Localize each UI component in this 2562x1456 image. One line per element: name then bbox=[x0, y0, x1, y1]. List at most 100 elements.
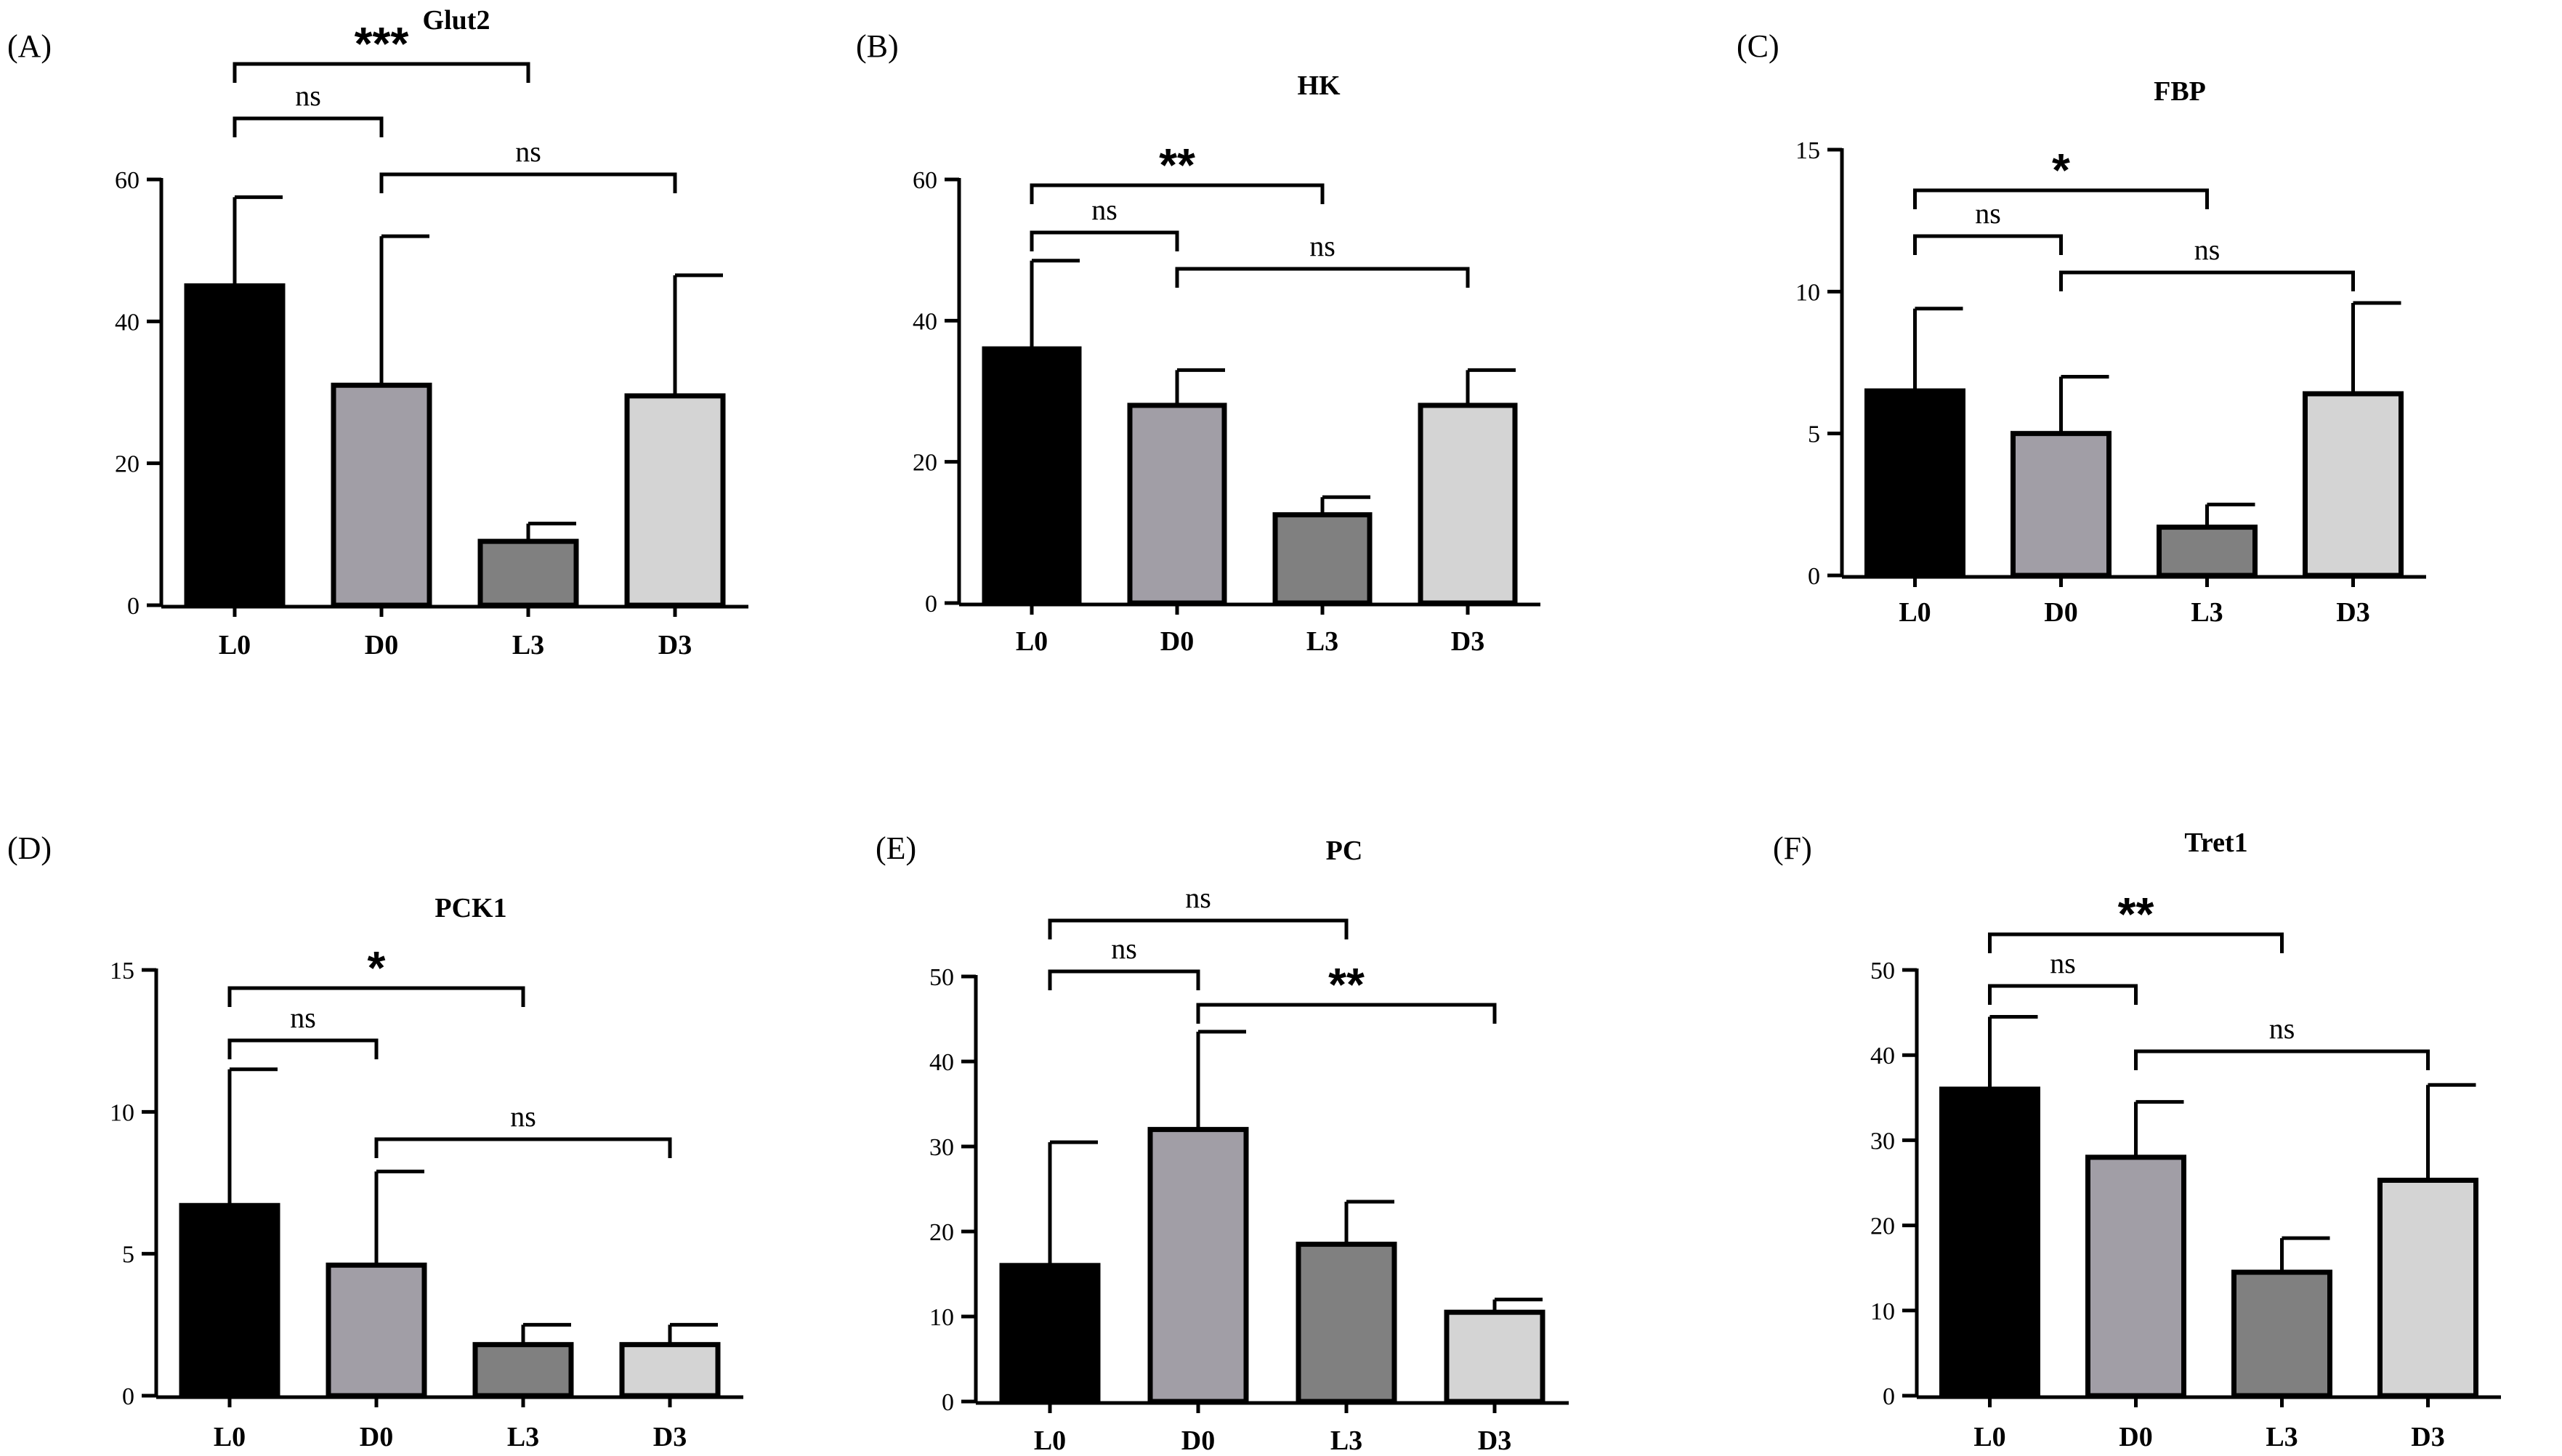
bar-d0 bbox=[2085, 1154, 2186, 1399]
bar-l3 bbox=[2231, 1269, 2332, 1399]
y-tick-label: 40 bbox=[929, 1049, 954, 1076]
chart-panel-glut2: (A) Glut2 L0 D0 L3 D3 0 20 40 60 *** ns ns bbox=[7, 5, 748, 660]
chart-title: PCK1 bbox=[435, 893, 506, 923]
significance-bracket bbox=[1913, 234, 2063, 255]
y-tick-label: 0 bbox=[925, 591, 937, 618]
chart-panel-hk: (B) HK L0 D0 L3 D3 0 20 40 60 ** ns ns bbox=[856, 28, 1540, 657]
bar-l3 bbox=[477, 538, 579, 608]
significance-bracket bbox=[374, 1137, 672, 1158]
x-tick-label: L3 bbox=[2191, 597, 2223, 628]
panel-label: (F) bbox=[1773, 830, 1812, 866]
panel-label: (C) bbox=[1737, 28, 1779, 64]
bar-l0 bbox=[184, 283, 286, 608]
bar-d0 bbox=[1147, 1127, 1249, 1404]
significance-bracket bbox=[1913, 188, 2209, 209]
x-tick-label: D3 bbox=[653, 1422, 687, 1452]
significance-label: ns bbox=[1111, 932, 1137, 965]
significance-label: ns bbox=[1091, 193, 1118, 226]
y-tick-label: 10 bbox=[929, 1304, 954, 1331]
significance-bracket bbox=[1030, 230, 1179, 251]
x-tick-label: D3 bbox=[1451, 626, 1484, 657]
significance-bracket bbox=[1048, 918, 1349, 939]
y-tick-label: 0 bbox=[1883, 1383, 1895, 1410]
y-tick-label: 30 bbox=[1870, 1128, 1895, 1154]
bar-d3 bbox=[2377, 1177, 2478, 1399]
y-tick-label: 60 bbox=[913, 167, 937, 194]
y-tick-label: 50 bbox=[1870, 958, 1895, 984]
chart-title: FBP bbox=[2154, 76, 2206, 107]
y-tick-label: 20 bbox=[913, 450, 937, 477]
significance-label: ns bbox=[2050, 947, 2076, 979]
x-tick-label: L3 bbox=[507, 1422, 539, 1452]
y-tick-label: 40 bbox=[913, 308, 937, 335]
chart-title: PC bbox=[1326, 836, 1363, 866]
y-tick-label: 0 bbox=[127, 593, 140, 620]
significance-label: ns bbox=[2194, 233, 2220, 266]
significance-bracket bbox=[2059, 270, 2355, 291]
bar-d3 bbox=[1418, 403, 1518, 606]
bar-d0 bbox=[326, 1262, 427, 1399]
x-tick-label: D0 bbox=[1160, 626, 1194, 657]
y-tick-label: 5 bbox=[1808, 421, 1820, 448]
bar-l3 bbox=[2157, 525, 2258, 578]
y-tick-label: 0 bbox=[122, 1383, 134, 1410]
y-tick-label: 10 bbox=[1870, 1298, 1895, 1325]
bar-d0 bbox=[2011, 431, 2112, 578]
x-tick-label: L0 bbox=[1016, 626, 1048, 657]
significance-bracket bbox=[1175, 267, 1470, 288]
significance-label: ns bbox=[295, 79, 321, 112]
chart-panel-pc: (E) PC L0 D0 L3 D3 0 10 20 30 40 50 ns ns ** bbox=[876, 830, 1569, 1456]
y-tick-label: 40 bbox=[115, 309, 140, 336]
significance-label: ns bbox=[510, 1100, 536, 1133]
x-tick-label: D0 bbox=[1181, 1425, 1215, 1456]
significance-bracket bbox=[1196, 1003, 1497, 1024]
y-tick-label: 10 bbox=[110, 1099, 134, 1126]
y-tick-label: 50 bbox=[929, 964, 954, 991]
chart-panel-tret1: (F) Tret1 L0 D0 L3 D3 0 10 20 30 40 50 ** ns ns bbox=[1773, 828, 2501, 1452]
x-tick-label: D0 bbox=[2119, 1422, 2152, 1452]
y-tick-label: 15 bbox=[1795, 137, 1820, 164]
significance-label: ns bbox=[2269, 1012, 2295, 1045]
significance-bracket bbox=[1988, 984, 2138, 1005]
y-tick-label: 20 bbox=[929, 1219, 954, 1246]
chart-title: HK bbox=[1297, 70, 1341, 101]
significance-label: ** bbox=[1159, 139, 1195, 191]
x-tick-label: D3 bbox=[2336, 597, 2369, 628]
significance-bracket bbox=[227, 1038, 379, 1059]
significance-label: * bbox=[2052, 144, 2070, 196]
y-tick-label: 20 bbox=[115, 451, 140, 478]
x-tick-label: L3 bbox=[2266, 1422, 2298, 1452]
x-tick-label: L0 bbox=[1899, 597, 1931, 628]
x-tick-label: D3 bbox=[658, 630, 692, 660]
significance-label: ns bbox=[290, 1001, 316, 1034]
bar-d0 bbox=[1127, 403, 1227, 606]
significance-label: * bbox=[368, 942, 386, 994]
y-tick-label: 15 bbox=[110, 958, 134, 984]
x-tick-label: D0 bbox=[2044, 597, 2077, 628]
significance-bracket bbox=[1048, 969, 1200, 990]
chart-panel-fbp: (C) FBP L0 D0 L3 D3 0 5 10 15 * ns ns bbox=[1737, 28, 2426, 628]
x-tick-label: L0 bbox=[219, 630, 251, 660]
x-tick-label: L3 bbox=[512, 630, 544, 660]
y-tick-label: 30 bbox=[929, 1134, 954, 1161]
bar-l3 bbox=[1272, 512, 1373, 606]
significance-label: ns bbox=[1185, 881, 1211, 914]
x-tick-label: L0 bbox=[214, 1422, 246, 1452]
bar-d3 bbox=[2303, 391, 2404, 578]
chart-title: Tret1 bbox=[2184, 828, 2247, 858]
x-tick-label: D0 bbox=[360, 1422, 393, 1452]
significance-bracket bbox=[1988, 932, 2284, 953]
significance-bracket bbox=[233, 116, 384, 137]
y-tick-label: 0 bbox=[942, 1389, 954, 1416]
significance-bracket bbox=[233, 62, 530, 83]
significance-bracket bbox=[1030, 183, 1325, 204]
x-tick-label: L3 bbox=[1330, 1425, 1362, 1456]
bar-l0 bbox=[1864, 388, 1965, 578]
y-tick-label: 0 bbox=[1808, 563, 1820, 590]
x-tick-label: D0 bbox=[365, 630, 398, 660]
panel-label: (A) bbox=[7, 28, 52, 64]
y-tick-label: 5 bbox=[122, 1242, 134, 1269]
bar-d3 bbox=[619, 1342, 721, 1399]
panel-label: (B) bbox=[856, 28, 899, 64]
